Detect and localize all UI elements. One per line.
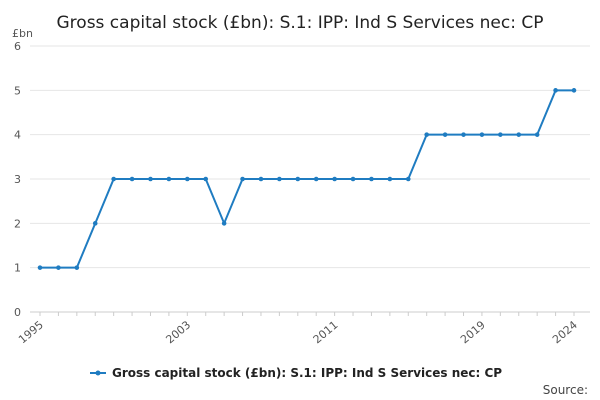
- x-tick-label: 2003: [163, 318, 193, 346]
- series-point: [111, 176, 116, 182]
- legend-marker: [95, 370, 101, 376]
- series-point: [387, 176, 393, 182]
- series-point: [369, 176, 374, 182]
- series-point: [148, 176, 153, 182]
- x-tick-label: 2024: [550, 318, 580, 346]
- y-tick-label: 4: [14, 129, 21, 142]
- series-points: [37, 88, 577, 270]
- legend-label: Gross capital stock (£bn): S.1: IPP: Ind…: [112, 366, 502, 380]
- series-point: [571, 88, 577, 93]
- y-gridlines: [30, 45, 590, 269]
- series-point: [92, 221, 98, 226]
- series-point: [166, 176, 172, 182]
- y-axis-unit-label: £bn: [12, 27, 33, 40]
- y-tick-label: 5: [14, 84, 21, 97]
- y-tick-label: 3: [14, 173, 21, 186]
- series-point: [442, 132, 448, 137]
- series-point: [74, 265, 80, 270]
- x-tick-label: 1995: [16, 318, 46, 346]
- series-point: [313, 176, 319, 182]
- series-point: [258, 176, 264, 182]
- series-point: [37, 265, 43, 270]
- series-point: [516, 132, 522, 137]
- series-point: [498, 132, 503, 137]
- source-label: Source:: [543, 383, 588, 397]
- series-point: [424, 132, 429, 137]
- series-point: [56, 265, 61, 270]
- series-point: [221, 221, 227, 226]
- legend: Gross capital stock (£bn): S.1: IPP: Ind…: [90, 366, 502, 380]
- x-tick-label: 2019: [458, 318, 488, 346]
- series-point: [185, 176, 190, 182]
- series-point: [295, 176, 301, 182]
- series-line: [40, 89, 574, 269]
- y-tick-label: 6: [14, 40, 21, 53]
- x-tick-marks: [39, 312, 575, 316]
- y-tick-label: 0: [14, 306, 21, 319]
- series-point: [461, 132, 466, 137]
- series-point: [129, 176, 135, 182]
- y-tick-label: 1: [14, 262, 21, 275]
- y-tick-labels: 0 1 2 3 4 5 6: [14, 40, 21, 319]
- series-point: [240, 176, 245, 182]
- chart-title: Gross capital stock (£bn): S.1: IPP: Ind…: [57, 13, 544, 33]
- series-point: [332, 176, 337, 182]
- series-point: [479, 132, 485, 137]
- series-point: [203, 176, 209, 182]
- series-point: [534, 132, 540, 137]
- series-point: [277, 176, 282, 182]
- y-tick-label: 2: [14, 217, 21, 230]
- x-tick-labels: 1995 2003 2011 2019 2024: [16, 318, 580, 346]
- series-point: [350, 176, 356, 182]
- x-tick-label: 2011: [311, 318, 341, 346]
- series-point: [553, 88, 558, 93]
- series-point: [405, 176, 411, 182]
